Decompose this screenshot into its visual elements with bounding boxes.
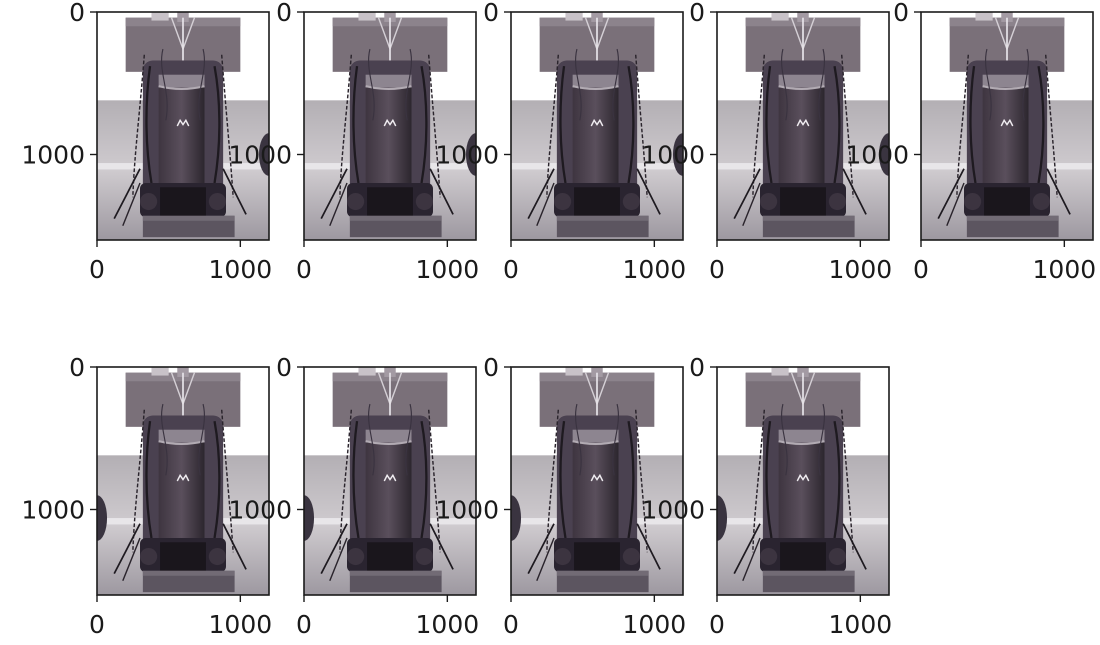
x-tick-label: 0	[296, 610, 312, 639]
x-tick-label: 1000	[1033, 255, 1097, 284]
panel-photo	[304, 12, 486, 240]
panel-photo	[511, 12, 693, 240]
y-tick-label: 1000	[845, 141, 909, 170]
y-tick-label: 0	[689, 353, 705, 382]
x-tick-label: 0	[709, 610, 725, 639]
x-tick-label: 1000	[829, 255, 893, 284]
panel-photo	[97, 12, 279, 240]
x-tick-label: 1000	[829, 610, 893, 639]
x-tick-label: 0	[89, 255, 105, 284]
panel-photo	[501, 367, 683, 595]
panel-photo	[294, 367, 476, 595]
y-tick-label: 0	[893, 0, 909, 27]
y-tick-label: 1000	[435, 141, 499, 170]
x-tick-label: 0	[913, 255, 929, 284]
y-tick-label: 0	[689, 0, 705, 27]
y-tick-label: 0	[69, 0, 85, 27]
y-tick-label: 1000	[641, 141, 705, 170]
y-tick-label: 1000	[21, 496, 85, 525]
x-tick-label: 1000	[623, 610, 687, 639]
y-tick-label: 0	[483, 353, 499, 382]
panels-layer: 0 1000 0 1000 0 1000 0 1000 0 1000 0 1000 0 1000 0 1000…	[21, 0, 1096, 639]
x-tick-label: 0	[296, 255, 312, 284]
x-tick-label: 0	[709, 255, 725, 284]
y-tick-label: 1000	[228, 141, 292, 170]
y-tick-label: 0	[483, 0, 499, 27]
panel-photo	[921, 12, 1093, 240]
x-tick-label: 0	[89, 610, 105, 639]
y-tick-label: 0	[276, 353, 292, 382]
x-tick-label: 0	[503, 255, 519, 284]
x-tick-label: 1000	[209, 610, 273, 639]
y-tick-label: 0	[276, 0, 292, 27]
panel-photo	[717, 12, 899, 240]
x-tick-label: 1000	[416, 610, 480, 639]
panel-photo	[87, 367, 269, 595]
x-tick-label: 1000	[416, 255, 480, 284]
x-tick-label: 0	[503, 610, 519, 639]
y-tick-label: 1000	[641, 496, 705, 525]
x-tick-label: 1000	[209, 255, 273, 284]
y-tick-label: 1000	[21, 141, 85, 170]
y-tick-label: 1000	[228, 496, 292, 525]
x-tick-label: 1000	[623, 255, 687, 284]
y-tick-label: 0	[69, 353, 85, 382]
panel-photo	[707, 367, 889, 595]
y-tick-label: 1000	[435, 496, 499, 525]
